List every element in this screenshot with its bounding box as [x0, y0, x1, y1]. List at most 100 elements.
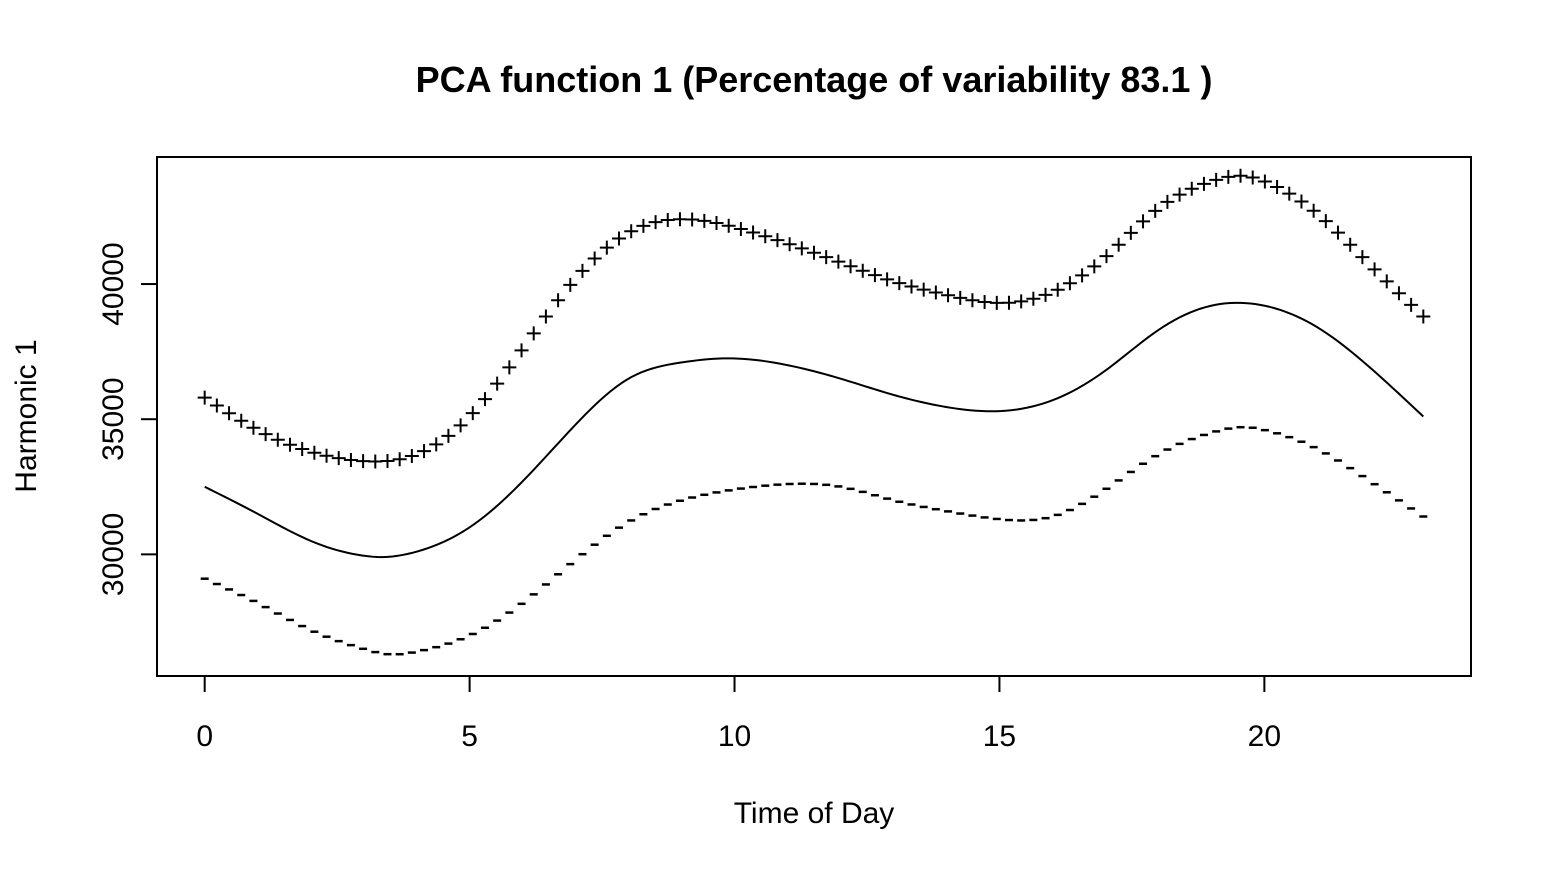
plus-marker	[843, 259, 858, 274]
plus-marker	[1136, 214, 1151, 229]
plus-marker	[770, 233, 785, 248]
plus-marker	[916, 282, 931, 297]
plus-marker	[1233, 168, 1248, 183]
plus-marker	[1196, 176, 1211, 191]
plus-marker	[977, 294, 992, 309]
plus-marker	[892, 276, 907, 291]
plus-marker	[1282, 186, 1297, 201]
plus-marker	[1270, 179, 1285, 194]
y-tick-label: 40000	[97, 242, 130, 325]
plus-marker	[526, 326, 541, 341]
plus-marker	[1391, 286, 1406, 301]
plus-marker	[392, 452, 407, 467]
plus-marker	[1172, 187, 1187, 202]
plus-marker	[380, 453, 395, 468]
x-axis: 0 5 10 15 20	[196, 675, 1281, 753]
plus-marker	[953, 290, 968, 305]
series-mean-line	[204, 301, 1424, 559]
plus-marker	[672, 212, 687, 227]
plus-marker	[721, 218, 736, 233]
plus-marker	[209, 398, 224, 413]
plus-marker	[819, 250, 834, 265]
series-minus-markers	[200, 425, 1428, 656]
plus-marker	[1379, 274, 1394, 289]
series-layer	[197, 168, 1431, 656]
plus-marker	[904, 279, 919, 294]
y-axis: 30000 35000 40000	[97, 242, 158, 596]
plus-marker	[1050, 282, 1065, 297]
plus-marker	[356, 454, 371, 469]
plus-marker	[587, 251, 602, 266]
plus-marker	[197, 390, 212, 405]
plus-marker	[697, 213, 712, 228]
plus-marker	[1160, 194, 1175, 209]
plus-marker	[1184, 181, 1199, 196]
plus-marker	[465, 406, 480, 421]
plus-marker	[551, 293, 566, 308]
plus-marker	[831, 254, 846, 269]
plus-marker	[417, 444, 432, 459]
plus-marker	[733, 221, 748, 236]
plus-marker	[1001, 295, 1016, 310]
plus-marker	[343, 452, 358, 467]
plus-marker	[331, 451, 346, 466]
plus-marker	[1343, 237, 1358, 252]
plus-marker	[1111, 237, 1126, 252]
x-tick-label: 0	[196, 720, 213, 753]
plus-marker	[599, 240, 614, 255]
plus-marker	[1087, 259, 1102, 274]
plus-marker	[928, 285, 943, 300]
plus-marker	[660, 213, 675, 228]
plus-marker	[794, 241, 809, 256]
plus-marker	[490, 376, 505, 391]
x-tick-label: 5	[461, 720, 478, 753]
plus-marker	[1404, 297, 1419, 312]
plus-marker	[867, 268, 882, 283]
plus-marker	[989, 295, 1004, 310]
plus-marker	[709, 216, 724, 231]
series-plus-markers	[197, 168, 1431, 469]
plus-marker	[880, 272, 895, 287]
plus-marker	[648, 215, 663, 230]
plus-marker	[1367, 262, 1382, 277]
plus-marker	[612, 231, 627, 246]
plus-marker	[1062, 276, 1077, 291]
chart-title: PCA function 1 (Percentage of variabilit…	[416, 59, 1213, 100]
plus-marker	[1416, 309, 1431, 324]
y-axis-label: Harmonic 1	[10, 339, 43, 492]
plus-marker	[502, 360, 517, 375]
y-tick-label: 30000	[97, 513, 130, 596]
plus-marker	[368, 454, 383, 469]
x-tick-label: 20	[1248, 720, 1281, 753]
plus-marker	[758, 229, 773, 244]
plus-marker	[1221, 169, 1236, 184]
plus-marker	[404, 449, 419, 464]
plus-marker	[746, 225, 761, 240]
plus-marker	[1209, 172, 1224, 187]
x-tick-label: 15	[983, 720, 1016, 753]
plus-marker	[1245, 170, 1260, 185]
plus-marker	[1148, 203, 1163, 218]
plus-marker	[222, 406, 237, 421]
plot-frame	[156, 156, 1472, 677]
plus-marker	[1123, 225, 1138, 240]
plus-marker	[234, 413, 249, 428]
plus-marker	[563, 277, 578, 292]
x-axis-label: Time of Day	[734, 797, 895, 830]
plus-marker	[1099, 249, 1114, 264]
plus-marker	[1026, 291, 1041, 306]
plus-marker	[1038, 287, 1053, 302]
plus-marker	[1257, 174, 1272, 189]
plus-marker	[941, 288, 956, 303]
plus-marker	[538, 309, 553, 324]
plus-marker	[782, 237, 797, 252]
plus-marker	[441, 428, 456, 443]
plus-marker	[307, 445, 322, 460]
plus-marker	[246, 420, 261, 435]
plus-marker	[1014, 294, 1029, 309]
plus-marker	[295, 442, 310, 457]
plus-marker	[319, 448, 334, 463]
plus-marker	[1306, 203, 1321, 218]
plus-marker	[1331, 225, 1346, 240]
